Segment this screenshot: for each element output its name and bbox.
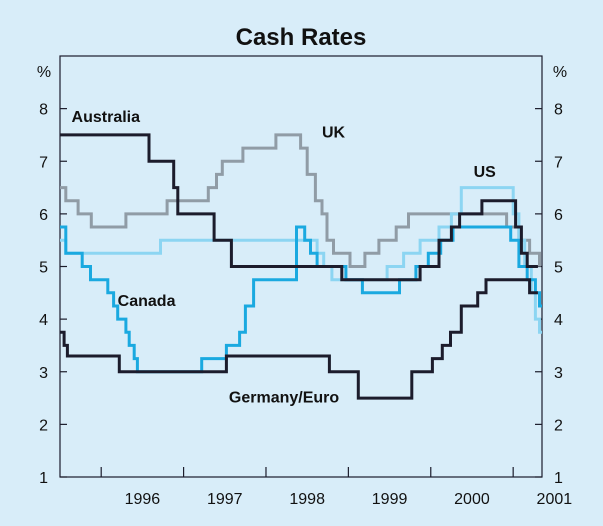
y-axis-unit-left: % (37, 64, 51, 81)
y-tick-label-left: 6 (39, 207, 48, 224)
y-tick-label-left: 1 (39, 470, 48, 487)
series-line-us (60, 186, 542, 334)
series-line-uk (60, 133, 541, 268)
y-axis-unit-right: % (553, 64, 567, 81)
chart-title: Cash Rates (236, 24, 367, 51)
x-axis-ticks: 1996 1997 1998 1999 2000 2001 (100, 467, 573, 508)
series-label-australia: Australia (72, 109, 141, 126)
x-tick-label: 1996 (125, 491, 161, 508)
series-line-germany-euro (60, 278, 538, 400)
y-tick-label-right: 3 (554, 365, 563, 382)
y-tick-label-left: 7 (39, 154, 48, 171)
series-line-australia (60, 133, 538, 282)
y-tick-label-right: 5 (554, 260, 563, 277)
series-label-uk: UK (322, 125, 346, 142)
y-tick-label-left: 4 (39, 312, 48, 329)
x-tick-label: 1999 (372, 491, 408, 508)
x-tick-label: 2000 (454, 491, 490, 508)
series-label-canada: Canada (118, 293, 176, 310)
y-tick-label-left: 5 (39, 260, 48, 277)
y-tick-label-right: 4 (554, 312, 563, 329)
x-tick-label: 2001 (537, 491, 573, 508)
x-tick-label: 1997 (207, 491, 243, 508)
y-tick-label-right: 7 (554, 154, 563, 171)
series-labels: Australia UK US Canada Germany/Euro (72, 109, 497, 406)
y-tick-label-left: 8 (39, 102, 48, 119)
series-layer (60, 133, 542, 400)
y-tick-label-right: 8 (554, 102, 563, 119)
y-tick-label-left: 2 (39, 417, 48, 434)
y-tick-label-right: 6 (554, 207, 563, 224)
series-label-us: US (474, 164, 497, 181)
y-tick-label-right: 2 (554, 417, 563, 434)
y-tick-label-right: 1 (554, 470, 563, 487)
x-tick-label: 1998 (289, 491, 325, 508)
series-line-canada (60, 225, 542, 374)
y-tick-label-left: 3 (39, 365, 48, 382)
series-label-germany-euro: Germany/Euro (229, 389, 339, 406)
